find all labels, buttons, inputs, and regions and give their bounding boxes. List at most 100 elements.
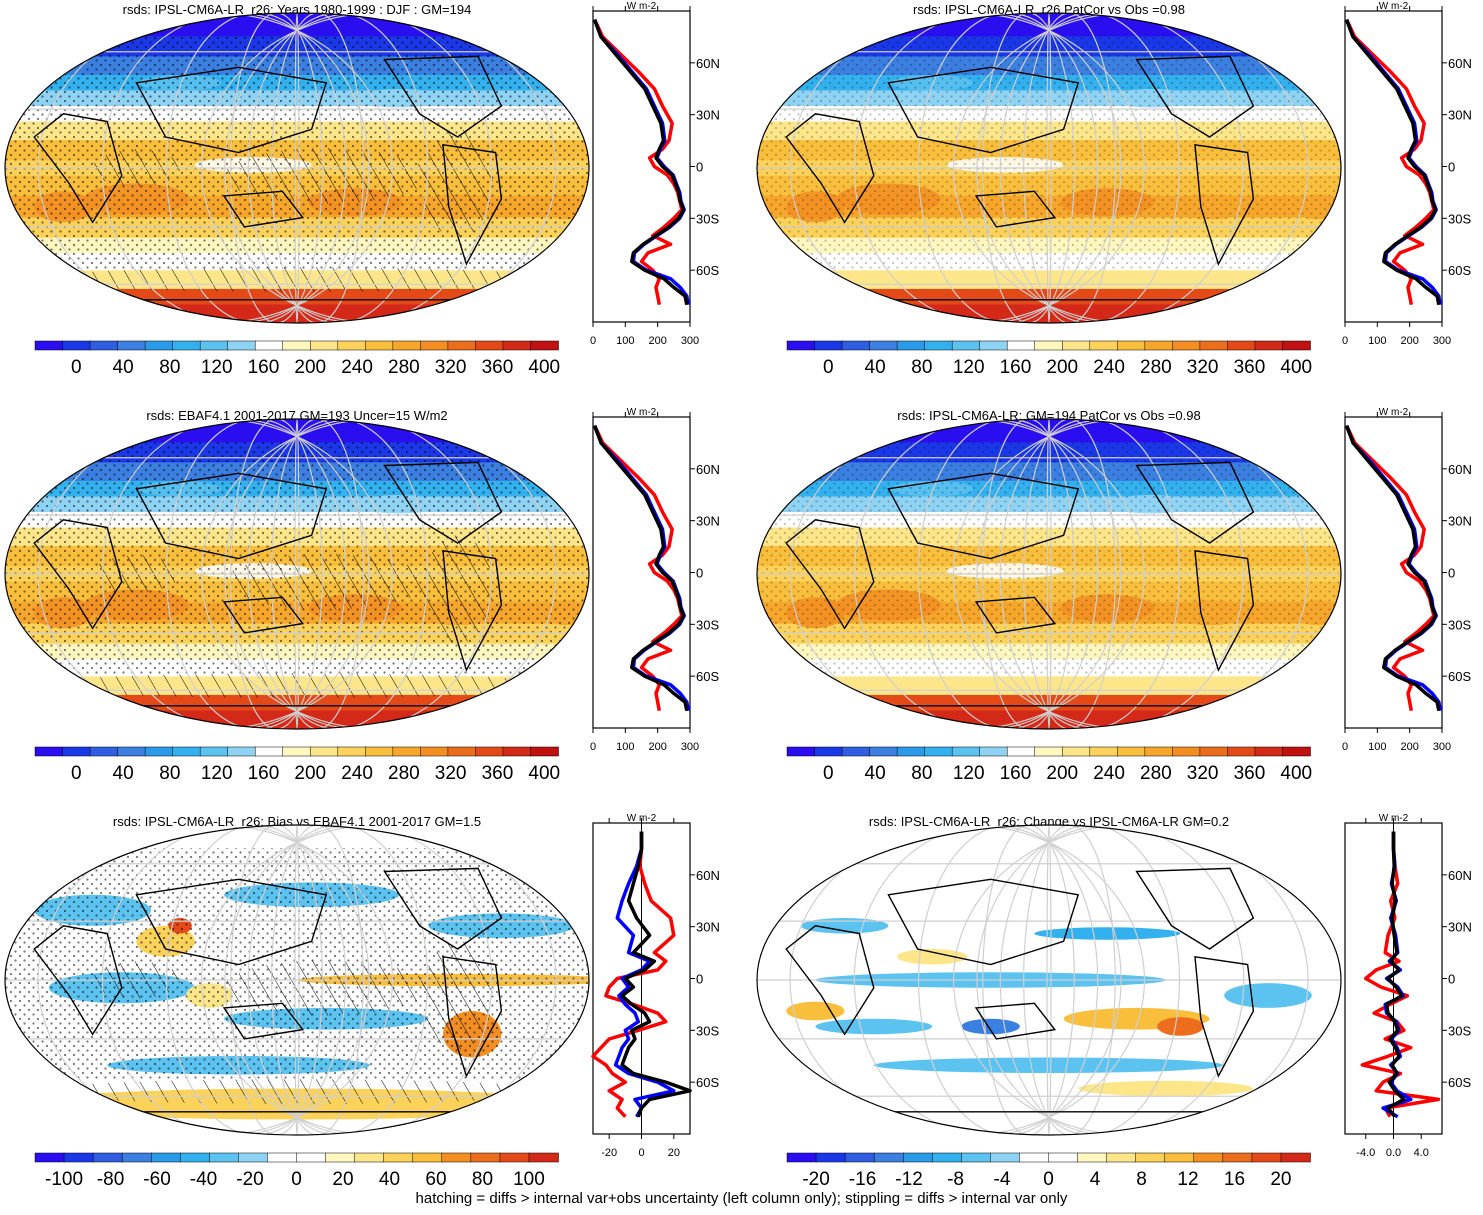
coastline bbox=[887, 66, 1080, 154]
colorbar-swatch bbox=[392, 746, 422, 757]
colorbar-swatch bbox=[1280, 1152, 1311, 1163]
colorbar-swatch bbox=[227, 340, 256, 351]
zonal-x-tick-label: 20 bbox=[668, 1147, 680, 1159]
colorbar-tick-label: 120 bbox=[201, 763, 233, 784]
colorbar-swatch bbox=[1034, 340, 1064, 351]
colorbar-tick-label: 400 bbox=[528, 763, 560, 784]
colorbar-tick-label: 40 bbox=[865, 763, 886, 784]
colorbar-swatch bbox=[383, 1152, 414, 1163]
lat-tick-label: 30S bbox=[1448, 617, 1471, 632]
colorbar-swatch bbox=[924, 746, 953, 757]
colorbar-swatch bbox=[530, 340, 559, 351]
field-anomaly bbox=[897, 949, 968, 965]
colorbar-swatch bbox=[1172, 746, 1201, 757]
colorbar-swatch bbox=[528, 1152, 559, 1163]
colorbar-tick-label: -16 bbox=[849, 1169, 876, 1190]
colorbar-tick-label: 360 bbox=[1234, 763, 1266, 784]
zonal-mean-line-black bbox=[1344, 18, 1441, 306]
colorbar-tick-label: 80 bbox=[159, 763, 180, 784]
panel-title: rsds: EBAF4.1 2001-2017 GM=193 Uncer=15 … bbox=[146, 408, 447, 423]
colorbar-swatch bbox=[1062, 746, 1091, 757]
colorbar-swatch bbox=[337, 746, 367, 757]
colorbar-tick-label: 0 bbox=[823, 357, 834, 378]
lat-tick-label: 60N bbox=[696, 868, 720, 883]
colorbar-tick-label: 40 bbox=[865, 357, 886, 378]
lat-tick-label: 60S bbox=[1448, 669, 1471, 684]
hatching-overlay bbox=[34, 267, 560, 292]
colorbar-swatch bbox=[1222, 1152, 1253, 1163]
colorbar-tick-label: -20 bbox=[236, 1169, 263, 1190]
colorbar-swatch bbox=[63, 1152, 94, 1163]
colorbar-swatch bbox=[873, 1152, 904, 1163]
colorbar-swatch bbox=[392, 340, 422, 351]
colorbar-swatch bbox=[199, 340, 229, 351]
colorbar-swatch bbox=[1144, 746, 1174, 757]
zonal-unit-label: W m-2 bbox=[1379, 407, 1409, 418]
zonal-x-tick-label: 100 bbox=[616, 335, 634, 347]
colorbar-swatch bbox=[1227, 746, 1256, 757]
lat-tick-label: 60N bbox=[696, 462, 720, 477]
chart-panel: rsds: IPSL-CM6A-LR_r26: Change vs IPSL-C… bbox=[756, 813, 1472, 1190]
zonal-x-tick-label: -4.0 bbox=[1356, 1147, 1375, 1159]
colorbar-swatch bbox=[144, 746, 174, 757]
panel-title: rsds: IPSL-CM6A-LR: GM=194 PatCor vs Obs… bbox=[897, 408, 1200, 423]
lat-tick-label: 60S bbox=[696, 263, 719, 278]
lat-tick-label: 30N bbox=[696, 514, 720, 529]
colorbar-tick-label: -4 bbox=[994, 1169, 1011, 1190]
colorbar-swatch bbox=[1019, 1152, 1050, 1163]
map-field bbox=[5, 419, 589, 729]
coastline bbox=[33, 519, 123, 630]
coastline bbox=[442, 955, 503, 1078]
hatching-overlay bbox=[224, 147, 429, 204]
colorbar-tick-label: 0 bbox=[71, 357, 82, 378]
hatching-overlay bbox=[224, 553, 429, 610]
zonal-unit-label: W m-2 bbox=[1379, 1, 1409, 12]
map-outline bbox=[4, 418, 590, 730]
chart-panel: rsds: EBAF4.1 2001-2017 GM=193 Uncer=15 … bbox=[4, 407, 720, 784]
colorbar-swatch bbox=[447, 340, 477, 351]
colorbar-tick-label: 400 bbox=[1280, 357, 1312, 378]
coastline bbox=[887, 472, 1080, 560]
zonal-x-tick-label: 0 bbox=[638, 1147, 644, 1159]
colorbar-swatch bbox=[1254, 746, 1284, 757]
colorbar-swatch bbox=[1077, 1152, 1108, 1163]
colorbar-swatch bbox=[1144, 340, 1174, 351]
lat-tick-label: 0 bbox=[696, 566, 703, 581]
zonal-plot-frame bbox=[592, 10, 691, 323]
colorbar-swatch bbox=[325, 1152, 356, 1163]
colorbar-swatch bbox=[815, 1152, 846, 1163]
field-anomaly bbox=[873, 1057, 1225, 1073]
coastline bbox=[222, 190, 305, 228]
lat-tick-label: 30S bbox=[696, 617, 719, 632]
colorbar-swatch bbox=[441, 1152, 472, 1163]
colorbar-swatch bbox=[896, 746, 926, 757]
coastline bbox=[383, 55, 503, 138]
lat-tick-label: 0 bbox=[1448, 972, 1455, 987]
colorbar-swatch bbox=[62, 746, 91, 757]
colorbar-tick-label: 4 bbox=[1090, 1169, 1101, 1190]
field-band bbox=[5, 694, 589, 712]
colorbar-swatch bbox=[310, 746, 339, 757]
colorbar-swatch bbox=[951, 746, 981, 757]
colorbar-tick-label: 160 bbox=[248, 763, 280, 784]
colorbar-swatch bbox=[814, 746, 843, 757]
colorbar-swatch bbox=[172, 746, 201, 757]
colorbar-swatch bbox=[470, 1152, 501, 1163]
chart-panel: rsds: IPSL-CM6A-LR_r26: Bias vs EBAF4.1 … bbox=[4, 813, 720, 1190]
colorbar-swatch bbox=[89, 340, 119, 351]
colorbar-tick-label: 120 bbox=[953, 763, 985, 784]
map-field bbox=[757, 13, 1341, 323]
field-band bbox=[5, 419, 589, 444]
lat-tick-label: 30S bbox=[696, 1023, 719, 1038]
coastline bbox=[974, 1002, 1057, 1040]
zonal-x-tick-label: 200 bbox=[1400, 335, 1418, 347]
lat-tick-label: 30N bbox=[1448, 108, 1472, 123]
colorbar-swatch bbox=[1117, 340, 1146, 351]
colorbar-swatch bbox=[267, 1152, 298, 1163]
map-outline bbox=[756, 12, 1342, 324]
colorbar-tick-label: 0 bbox=[71, 763, 82, 784]
hatching-overlay bbox=[224, 959, 429, 1016]
colorbar-swatch bbox=[1254, 340, 1284, 351]
colorbar-tick-label: 320 bbox=[435, 763, 467, 784]
colorbar-tick-label: 200 bbox=[294, 763, 326, 784]
